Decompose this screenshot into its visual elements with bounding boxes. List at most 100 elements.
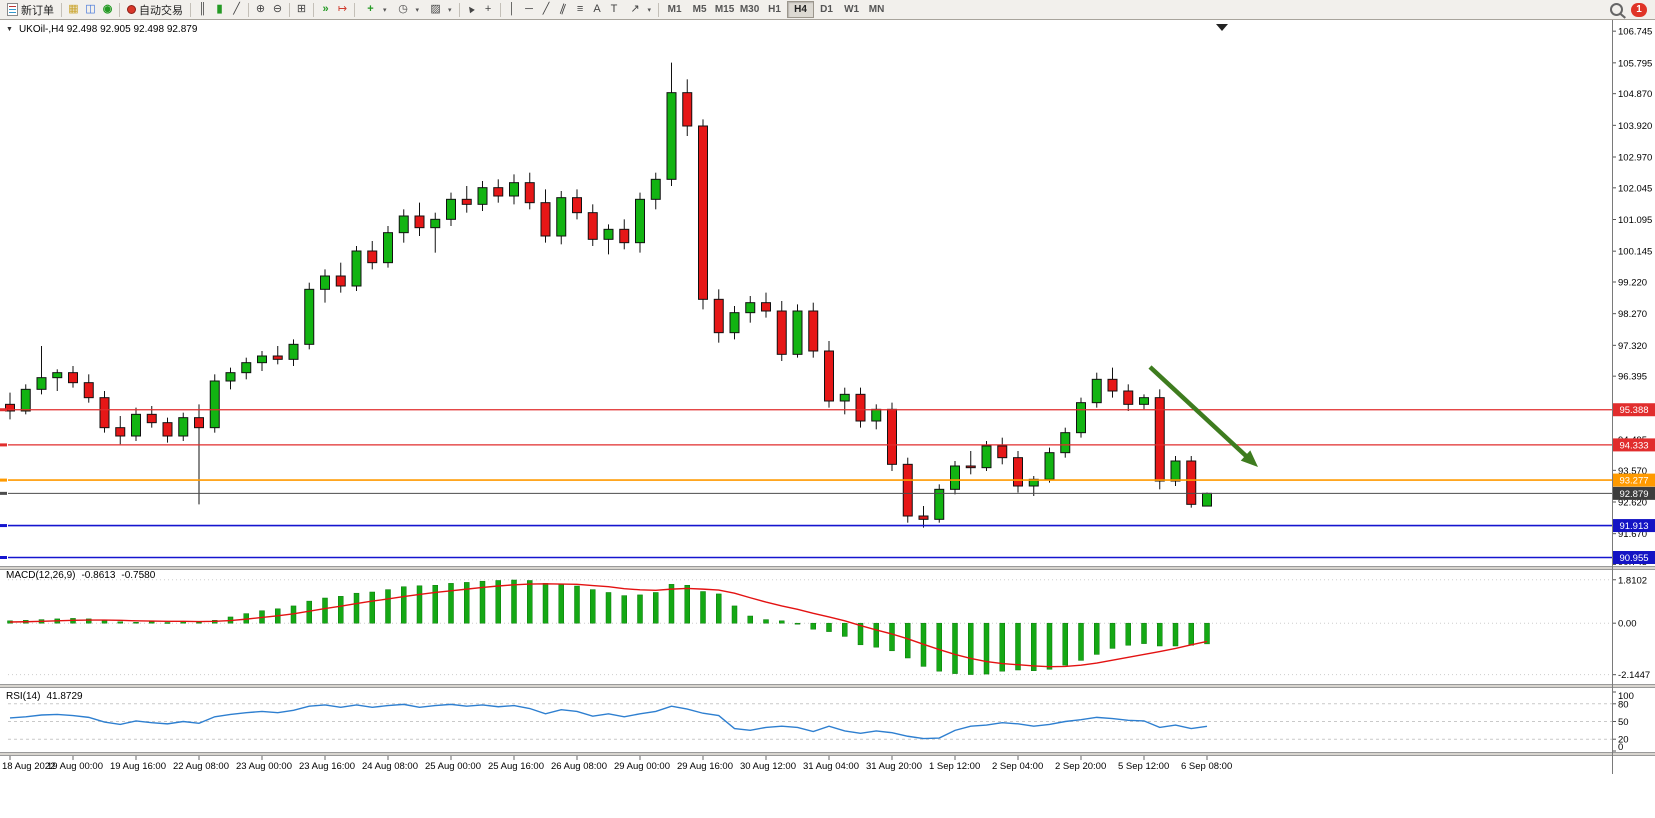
candle-body <box>650 178 661 200</box>
macd-bar <box>968 622 974 675</box>
horizontal-line-icon[interactable]: ─ <box>525 2 533 15</box>
new-chart-icon[interactable]: ▦ <box>68 2 79 15</box>
candle-body <box>272 355 283 360</box>
line-chart-icon[interactable]: ╱ <box>233 2 240 15</box>
macd-tick-label: -2.1447 <box>1618 670 1650 681</box>
search-icon[interactable] <box>1610 3 1623 16</box>
channel-icon[interactable]: ∥ <box>555 2 572 18</box>
price-badge: 94.333 <box>1613 438 1655 452</box>
collapse-icon[interactable]: ▼ <box>6 26 13 33</box>
candle-body <box>178 417 189 437</box>
macd-bar <box>117 621 123 624</box>
panel-separator[interactable] <box>0 684 1655 688</box>
macd-bar <box>369 591 375 624</box>
candle-body <box>509 182 519 197</box>
candle-body <box>446 198 456 220</box>
macd-value-main: -0.8613 <box>81 570 116 581</box>
indicators-button[interactable]: + ▾ <box>358 0 391 19</box>
candle-body <box>635 198 645 244</box>
macd-bar <box>1141 622 1147 644</box>
date-tick-label: 19 Aug 00:00 <box>47 761 103 772</box>
periods-button[interactable]: ◷ ▾ <box>391 0 424 19</box>
macd-bar <box>936 622 942 672</box>
trend-arrow[interactable] <box>1148 365 1258 467</box>
macd-bar <box>1188 622 1194 646</box>
toolbar-separator <box>61 2 62 17</box>
rsi-label: RSI(14) <box>6 691 41 702</box>
date-tick-label: 31 Aug 04:00 <box>803 761 859 772</box>
auto-trading-button[interactable]: 自动交易 <box>123 0 187 19</box>
trendline-icon[interactable]: ╱ <box>542 2 550 15</box>
line-anchor <box>0 556 7 559</box>
bar-chart-icon[interactable]: ║ <box>198 2 207 15</box>
macd-tick-label: 1.8102 <box>1618 575 1647 586</box>
cursor-icon[interactable]: ▲ <box>463 2 480 18</box>
price-badge-label: 95.388 <box>1619 405 1648 416</box>
rsi-tick-label: 80 <box>1618 699 1629 710</box>
candle-body <box>20 388 31 412</box>
notification-badge[interactable]: 1 <box>1631 2 1647 17</box>
candle-body <box>493 187 504 197</box>
candle-body <box>918 515 929 520</box>
candlestick-chart-icon[interactable]: ▮ <box>216 2 223 15</box>
candle-body <box>99 397 110 429</box>
candle-body <box>304 288 315 345</box>
macd-bar <box>653 592 659 624</box>
candle-body <box>83 382 94 399</box>
macd-bar <box>149 621 155 624</box>
tf-m30-button[interactable]: M30 <box>739 4 760 15</box>
vertical-line-icon[interactable]: │ <box>508 2 516 15</box>
zoom-out-icon[interactable]: ⊖ <box>272 2 283 15</box>
candle-body <box>209 380 220 429</box>
tf-w1-button[interactable]: W1 <box>844 4 860 15</box>
new-order-button[interactable]: 新订单 <box>3 0 58 19</box>
tf-m1-button[interactable]: M1 <box>667 4 682 15</box>
price-tick-label: 96.395 <box>1618 372 1647 383</box>
crosshair-icon[interactable]: + <box>484 2 492 15</box>
chart-plot-area[interactable] <box>8 22 1612 566</box>
price-tick-label: 100.145 <box>1618 247 1652 258</box>
macd-value-signal: -0.7580 <box>121 570 156 581</box>
tf-h1-button[interactable]: H1 <box>768 4 781 15</box>
date-tick-label: 1 Sep 12:00 <box>929 761 980 772</box>
chart-shift-icon[interactable]: ↦ <box>337 2 348 15</box>
macd-bar <box>385 589 391 624</box>
tf-mn-button[interactable]: MN <box>868 4 885 15</box>
market-watch-icon[interactable]: ◉ <box>102 2 113 15</box>
panel-separator[interactable] <box>0 752 1655 756</box>
macd-bar <box>1109 622 1116 649</box>
candle-body <box>587 212 598 240</box>
candle-body <box>477 187 488 205</box>
candle-body <box>745 302 756 314</box>
tile-windows-icon[interactable]: ⊞ <box>296 2 307 15</box>
candle-body <box>556 197 567 237</box>
date-tick-label: 30 Aug 12:00 <box>740 761 796 772</box>
macd-histogram <box>7 579 1210 675</box>
fibonacci-icon[interactable]: ≡ <box>576 2 584 15</box>
date-tick-label: 29 Aug 16:00 <box>677 761 733 772</box>
templates-button[interactable]: ▨ ▾ <box>423 0 456 19</box>
tf-d1-button[interactable]: D1 <box>820 4 833 15</box>
tf-m5-button[interactable]: M5 <box>692 4 707 15</box>
arrows-button[interactable]: ↗ ▾ <box>623 0 656 19</box>
tf-h4-button[interactable]: H4 <box>787 1 815 18</box>
macd-bar <box>826 622 832 632</box>
date-tick-label: 26 Aug 08:00 <box>551 761 607 772</box>
candle-body <box>540 202 551 237</box>
tf-m15-button[interactable]: M15 <box>714 4 735 15</box>
auto-scroll-icon[interactable]: » <box>322 2 329 15</box>
price-badge: 95.388 <box>1613 403 1655 417</box>
toolbar-separator <box>119 2 120 17</box>
candle-body <box>902 463 913 517</box>
toolbar-separator <box>313 2 314 17</box>
profiles-icon[interactable]: ◫ <box>85 2 96 15</box>
panel-separator[interactable] <box>0 566 1655 570</box>
candle-body <box>52 372 63 379</box>
text-label-icon[interactable]: T <box>610 2 618 15</box>
text-icon[interactable]: A <box>593 2 601 15</box>
price-tick-label: 102.970 <box>1618 153 1652 164</box>
date-tick-label: 31 Aug 20:00 <box>866 761 922 772</box>
zoom-in-icon[interactable]: ⊕ <box>255 2 266 15</box>
auto-trading-label: 自动交易 <box>139 4 183 17</box>
